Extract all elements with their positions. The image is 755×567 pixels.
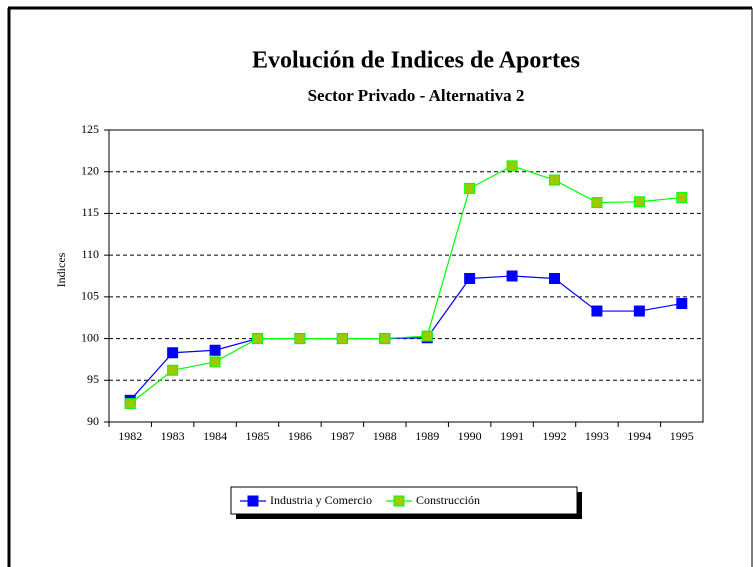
marker <box>591 305 603 317</box>
marker <box>633 196 645 208</box>
x-tick-label: 1990 <box>458 429 482 443</box>
marker <box>379 333 391 345</box>
marker <box>633 305 645 317</box>
marker <box>209 356 221 368</box>
marker <box>336 333 348 345</box>
legend-label: Construcción <box>416 493 480 507</box>
x-tick-label: 1985 <box>246 429 270 443</box>
y-tick-label: 90 <box>87 414 99 428</box>
y-tick-label: 125 <box>81 122 99 136</box>
x-tick-label: 1989 <box>415 429 439 443</box>
marker <box>506 160 518 172</box>
x-tick-label: 1984 <box>203 429 227 443</box>
marker <box>167 364 179 376</box>
marker <box>549 273 560 285</box>
y-tick-label: 120 <box>81 163 99 177</box>
marker <box>252 333 263 345</box>
y-tick-label: 115 <box>81 205 99 219</box>
marker <box>676 298 688 310</box>
y-tick-label: 100 <box>81 330 99 344</box>
y-tick-label: 105 <box>81 289 99 303</box>
marker <box>209 344 221 356</box>
legend-marker <box>247 495 259 507</box>
marker <box>124 398 136 410</box>
marker <box>294 333 306 345</box>
chart-subtitle: Sector Privado - Alternativa 2 <box>308 86 525 105</box>
marker <box>421 330 433 342</box>
x-tick-label: 1987 <box>330 429 354 443</box>
y-tick-label: 110 <box>81 247 99 261</box>
marker <box>167 347 179 359</box>
chart-title: Evolución de Indices de Aportes <box>252 48 580 74</box>
x-tick-label: 1994 <box>627 429 651 443</box>
marker <box>464 182 476 194</box>
legend <box>230 486 578 515</box>
x-tick-label: 1995 <box>670 429 694 443</box>
series-line <box>129 165 682 405</box>
x-tick-label: 1986 <box>288 429 312 443</box>
x-tick-label: 1982 <box>118 429 142 443</box>
marker <box>464 273 476 285</box>
marker <box>549 174 560 186</box>
y-tick-label: 95 <box>87 372 99 386</box>
x-tick-label: 1988 <box>373 429 397 443</box>
legend-label: Industria y Comercio <box>270 493 372 507</box>
x-tick-label: 1983 <box>161 429 185 443</box>
series-line <box>129 275 682 401</box>
x-tick-label: 1991 <box>500 429 524 443</box>
y-axis-label: Indices <box>54 252 68 287</box>
marker <box>676 192 688 204</box>
legend-marker <box>393 495 405 507</box>
x-tick-label: 1993 <box>585 429 609 443</box>
x-tick-label: 1992 <box>543 429 567 443</box>
marker <box>591 197 603 209</box>
marker <box>506 270 518 282</box>
